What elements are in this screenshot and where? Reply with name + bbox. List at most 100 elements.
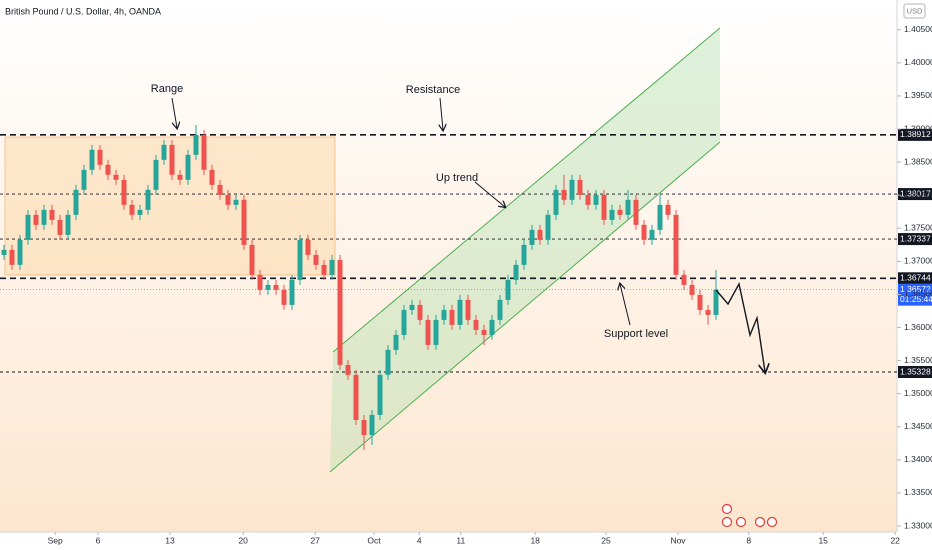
candle-body bbox=[673, 214, 679, 275]
x-tick-label: 15 bbox=[818, 535, 828, 545]
candle-body bbox=[601, 194, 607, 220]
projection bbox=[715, 282, 765, 372]
candle-body bbox=[233, 199, 239, 205]
y-tick-label: 1.33500 bbox=[904, 487, 932, 497]
candle-body bbox=[489, 319, 495, 335]
candle-body bbox=[113, 174, 119, 180]
candle-body bbox=[649, 229, 655, 240]
y-tick-label: 1.35000 bbox=[904, 388, 932, 398]
candle-body bbox=[689, 284, 695, 295]
candle-body bbox=[185, 154, 191, 180]
candle-body bbox=[545, 214, 551, 240]
countdown: 01:25:44 bbox=[900, 294, 932, 304]
candle-body bbox=[441, 309, 447, 320]
candle-body bbox=[425, 319, 431, 345]
x-tick-label: Nov bbox=[670, 535, 686, 545]
currency-box bbox=[903, 3, 926, 19]
candle-body bbox=[529, 229, 535, 245]
channel-line bbox=[332, 27, 721, 353]
candle-body bbox=[337, 259, 343, 365]
candle-body bbox=[697, 294, 703, 310]
candle-body bbox=[481, 329, 487, 335]
level-label-box bbox=[898, 366, 932, 379]
x-tick-label: 4 bbox=[417, 535, 422, 545]
x-tick-label: 6 bbox=[96, 535, 101, 545]
candle-body bbox=[617, 209, 623, 215]
candle-body bbox=[81, 169, 87, 190]
y-tick-label: 1.36000 bbox=[904, 322, 932, 332]
candle-body bbox=[657, 204, 663, 230]
candle-body bbox=[369, 414, 375, 435]
candle-body bbox=[313, 254, 319, 265]
candle-body bbox=[281, 289, 287, 305]
candle-body bbox=[193, 134, 199, 155]
candle-body bbox=[409, 304, 415, 310]
candle-body bbox=[473, 319, 479, 330]
candle-body bbox=[641, 224, 647, 240]
candle-body bbox=[297, 239, 303, 280]
candle-body bbox=[225, 194, 231, 205]
event-icon bbox=[766, 516, 778, 528]
candle-body bbox=[209, 169, 215, 185]
candle-body bbox=[305, 239, 311, 255]
candle-body bbox=[17, 239, 23, 265]
candle-body bbox=[401, 309, 407, 335]
candle-body bbox=[361, 419, 367, 435]
level-label-box bbox=[898, 188, 932, 201]
candle-body bbox=[41, 209, 47, 225]
candle-body bbox=[153, 159, 159, 190]
candle-body bbox=[65, 214, 71, 235]
candle-body bbox=[137, 209, 143, 215]
arrow bbox=[474, 181, 505, 207]
candle-body bbox=[353, 374, 359, 420]
y-tick-label: 1.40000 bbox=[904, 57, 932, 67]
candle-body bbox=[121, 179, 127, 205]
candle-body bbox=[169, 144, 175, 175]
level-label-box bbox=[898, 128, 932, 141]
y-tick-label: 1.34500 bbox=[904, 421, 932, 431]
x-tick-label: Sep bbox=[48, 535, 63, 545]
x-tick-label: 27 bbox=[310, 535, 320, 545]
channel-line bbox=[329, 141, 721, 473]
candle-body bbox=[241, 199, 247, 245]
candle-body bbox=[201, 134, 207, 170]
candle-body bbox=[385, 349, 391, 375]
candle-body bbox=[417, 304, 423, 320]
level-label-box bbox=[898, 233, 932, 246]
y-tick-label: 1.38000 bbox=[904, 189, 932, 199]
candle-body bbox=[33, 214, 39, 225]
candle-body bbox=[713, 289, 719, 315]
annotation: Range bbox=[151, 83, 183, 95]
candle-body bbox=[57, 219, 63, 235]
candle-body bbox=[177, 174, 183, 180]
candle-body bbox=[449, 309, 455, 325]
time-axis bbox=[0, 532, 897, 550]
x-tick-label: 22 bbox=[890, 535, 900, 545]
y-tick-label: 1.34000 bbox=[904, 454, 932, 464]
candle-body bbox=[633, 199, 639, 225]
level-label: 1.35328 bbox=[900, 366, 931, 376]
candle-body bbox=[321, 264, 327, 275]
event-icon bbox=[735, 516, 747, 528]
arrow bbox=[620, 284, 631, 326]
candle-body bbox=[513, 264, 519, 280]
candle-body bbox=[161, 144, 167, 160]
y-tick-label: 1.40500 bbox=[904, 24, 932, 34]
candle-body bbox=[497, 299, 503, 320]
candle-body bbox=[265, 284, 271, 290]
candle-body bbox=[393, 334, 399, 350]
candle-body bbox=[577, 179, 583, 195]
annotation: Support level bbox=[604, 328, 668, 340]
candle-body bbox=[609, 209, 615, 220]
y-tick-label: 1.37500 bbox=[904, 223, 932, 233]
level-label: 1.36744 bbox=[900, 273, 931, 283]
y-tick-label: 1.36500 bbox=[904, 289, 932, 299]
y-tick-label: 1.33000 bbox=[904, 520, 932, 530]
candle-body bbox=[561, 189, 567, 200]
currency: USD bbox=[907, 6, 923, 15]
x-tick-label: 8 bbox=[746, 535, 751, 545]
candle-body bbox=[433, 319, 439, 345]
level-label: 1.38017 bbox=[900, 188, 931, 198]
